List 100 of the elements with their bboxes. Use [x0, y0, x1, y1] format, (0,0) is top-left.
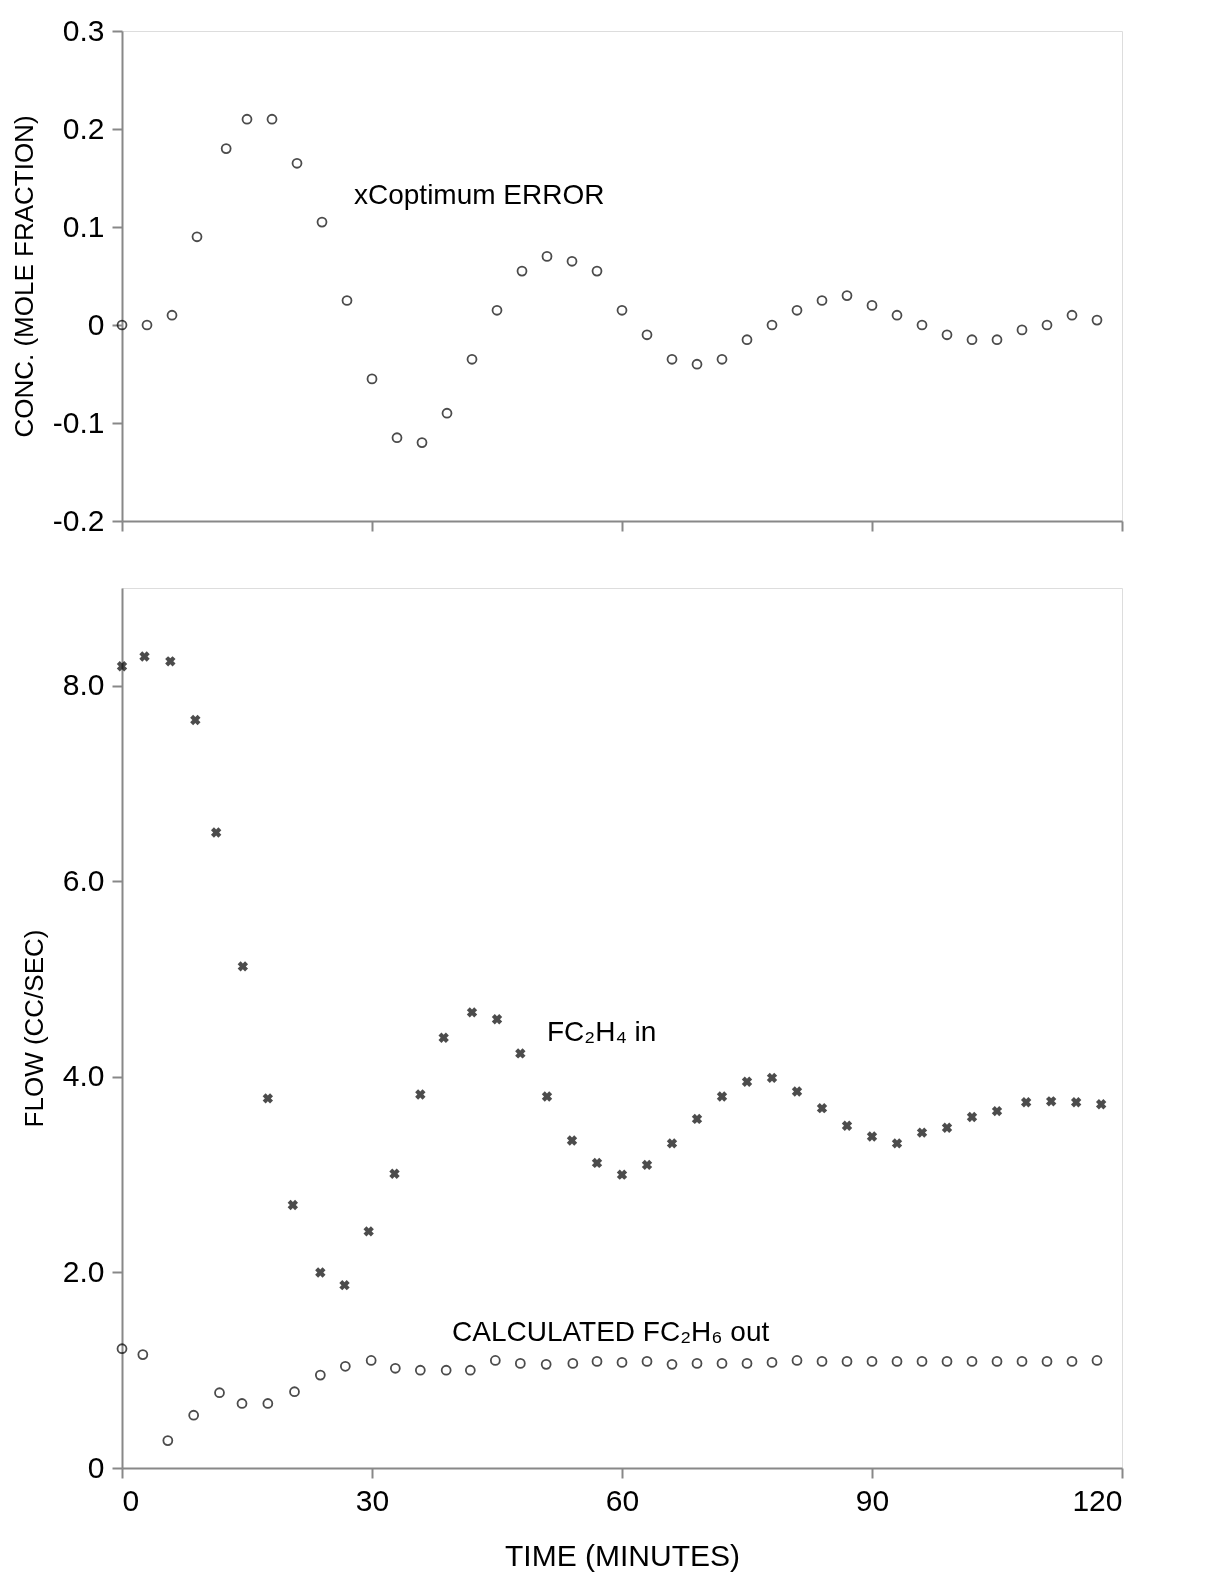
point — [666, 1138, 678, 1149]
point — [966, 1111, 978, 1123]
point — [741, 1358, 753, 1369]
point — [262, 1093, 274, 1104]
point — [416, 437, 428, 448]
point — [190, 714, 201, 726]
point — [287, 1199, 299, 1211]
point — [514, 1358, 526, 1369]
point — [137, 1349, 149, 1360]
point — [341, 295, 353, 306]
point — [966, 334, 978, 346]
point — [966, 1356, 978, 1367]
point — [414, 1364, 426, 1376]
point — [666, 353, 678, 365]
y-tick-label: -0.2 — [52, 503, 105, 537]
x-tick-label: 60 — [605, 1483, 640, 1517]
y-tick-label: -0.1 — [52, 405, 105, 439]
y-axis-title: FLOW (CC/SEC) — [18, 929, 49, 1128]
point — [916, 1127, 928, 1138]
y-tick-label: 0.3 — [62, 13, 105, 47]
point — [716, 1358, 728, 1369]
point — [116, 661, 128, 672]
point — [438, 1032, 449, 1043]
point — [616, 1169, 628, 1180]
point — [641, 1159, 653, 1171]
point — [266, 113, 278, 125]
point — [716, 353, 728, 365]
point — [540, 1358, 552, 1370]
point — [366, 373, 378, 385]
point — [1091, 314, 1103, 326]
point — [1066, 1356, 1078, 1367]
point — [1016, 1356, 1028, 1367]
point — [1041, 319, 1053, 331]
point — [210, 827, 222, 838]
point — [389, 1168, 400, 1179]
y-tick-label: 0.1 — [62, 209, 105, 243]
point — [566, 1135, 578, 1146]
point — [691, 1358, 703, 1369]
point — [188, 1409, 200, 1421]
point — [741, 334, 753, 346]
point — [816, 1356, 828, 1367]
point — [841, 1356, 853, 1367]
point — [991, 334, 1003, 346]
annotation: FC₂H₄ in — [547, 1016, 657, 1047]
point — [415, 1089, 426, 1100]
point — [891, 1138, 903, 1149]
point — [516, 265, 528, 277]
point — [1041, 1356, 1053, 1367]
point — [591, 265, 603, 277]
point — [314, 1369, 326, 1381]
y-tick-label: 6.0 — [62, 863, 105, 897]
point — [315, 1267, 326, 1278]
point — [541, 1091, 553, 1102]
x-tick-label: 90 — [855, 1483, 890, 1517]
point — [816, 295, 828, 306]
point — [363, 1226, 374, 1237]
point — [916, 319, 928, 331]
point — [866, 300, 878, 311]
point — [1091, 1355, 1103, 1366]
point — [791, 1355, 803, 1366]
point — [791, 304, 803, 316]
point — [165, 656, 176, 667]
point — [891, 309, 903, 321]
point — [236, 1398, 248, 1409]
point — [916, 1356, 928, 1367]
point — [515, 1048, 526, 1059]
point — [241, 113, 253, 125]
point — [941, 329, 953, 341]
point — [567, 1358, 579, 1369]
point — [237, 961, 249, 972]
y-tick-label: 0.2 — [62, 111, 105, 145]
point — [766, 1357, 778, 1368]
point — [116, 1343, 128, 1355]
point — [365, 1355, 377, 1366]
point — [691, 1113, 703, 1125]
point — [262, 1398, 274, 1409]
point — [316, 216, 328, 228]
point — [1095, 1099, 1107, 1110]
y-tick-label: 0 — [87, 307, 105, 341]
point — [139, 651, 150, 662]
point — [866, 1356, 878, 1367]
point — [666, 1358, 678, 1370]
point — [1045, 1096, 1057, 1107]
point — [691, 358, 703, 370]
point — [489, 1355, 501, 1366]
point — [466, 353, 478, 365]
point — [289, 1386, 300, 1398]
point — [339, 1279, 350, 1291]
point — [716, 1091, 728, 1102]
point — [616, 1357, 628, 1368]
point — [766, 1072, 778, 1084]
point — [641, 329, 653, 341]
annotation: CALCULATED FC₂H₆ out — [452, 1316, 770, 1347]
point — [941, 1122, 953, 1133]
y-tick-label: 4.0 — [62, 1059, 105, 1093]
point — [491, 304, 503, 316]
point — [741, 1076, 753, 1087]
x-axis-title: TIME (MINUTES) — [505, 1538, 740, 1572]
point — [464, 1364, 476, 1376]
point — [866, 1131, 878, 1142]
